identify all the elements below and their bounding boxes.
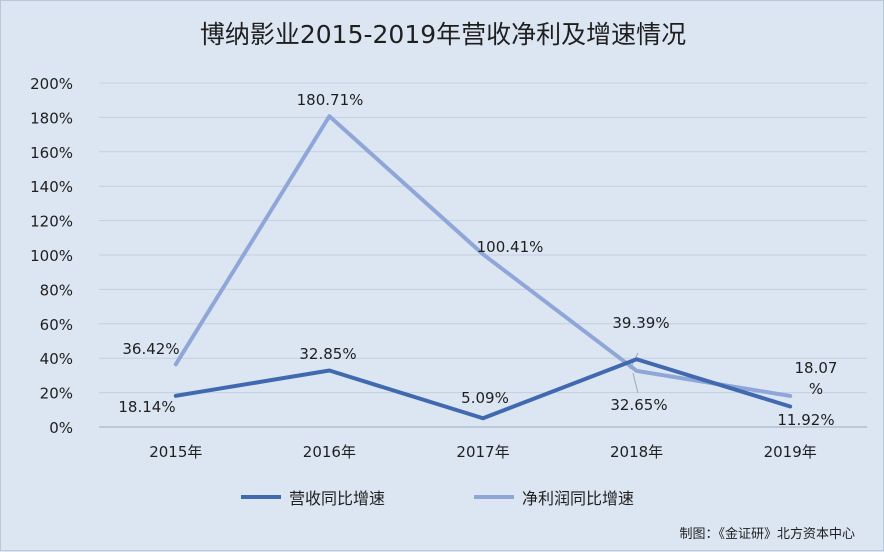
data-label-revenue: 5.09%	[461, 389, 509, 407]
y-tick-label: 180%	[30, 109, 73, 127]
x-tick-label: 2016年	[303, 443, 356, 461]
data-label-revenue: 11.92%	[777, 411, 834, 429]
legend: 营收同比增速 净利润同比增速	[1, 485, 884, 509]
legend-item-net-profit: 净利润同比增速	[474, 485, 634, 509]
series-line-revenue	[173, 357, 793, 421]
y-tick-label: 0%	[49, 419, 73, 437]
y-tick-label: 140%	[30, 178, 73, 196]
legend-swatch-revenue	[241, 495, 281, 499]
leader-line	[632, 372, 639, 394]
data-label-net-profit: 180.71%	[297, 91, 364, 109]
legend-item-revenue: 营收同比增速	[241, 485, 385, 509]
series-line-net-profit	[173, 114, 793, 398]
legend-label-net-profit: 净利润同比增速	[522, 489, 635, 508]
legend-swatch-net-profit	[474, 495, 514, 499]
data-label-revenue: 39.39%	[612, 314, 669, 332]
x-tick-label: 2018年	[610, 443, 663, 461]
y-tick-label: 60%	[40, 316, 73, 334]
x-tick-label: 2015年	[149, 443, 202, 461]
x-tick-label: 2017年	[456, 443, 509, 461]
chart-title: 博纳影业2015-2019年营收净利及增速情况	[199, 20, 687, 49]
y-tick-label: 120%	[30, 213, 73, 231]
y-tick-label: 100%	[30, 247, 73, 265]
data-label-net-profit: 32.65%	[610, 396, 667, 414]
data-label-revenue: 32.85%	[299, 345, 356, 363]
data-label-net-profit: 36.42%	[122, 340, 179, 358]
x-tick-label: 2019年	[764, 443, 817, 461]
data-label-net-profit: 18.07	[795, 359, 838, 377]
data-label-net-profit: 100.41%	[477, 238, 544, 256]
data-label-revenue: 18.14%	[118, 398, 175, 416]
y-tick-label: 20%	[40, 385, 73, 403]
y-tick-label: 160%	[30, 144, 73, 162]
data-label-net-profit: %	[809, 380, 823, 398]
source-note: 制图：《金证研》北方资本中心	[679, 527, 855, 542]
y-tick-label: 200%	[30, 75, 73, 93]
y-tick-label: 80%	[40, 281, 73, 299]
y-tick-label: 40%	[40, 350, 73, 368]
legend-label-revenue: 营收同比增速	[289, 489, 386, 508]
